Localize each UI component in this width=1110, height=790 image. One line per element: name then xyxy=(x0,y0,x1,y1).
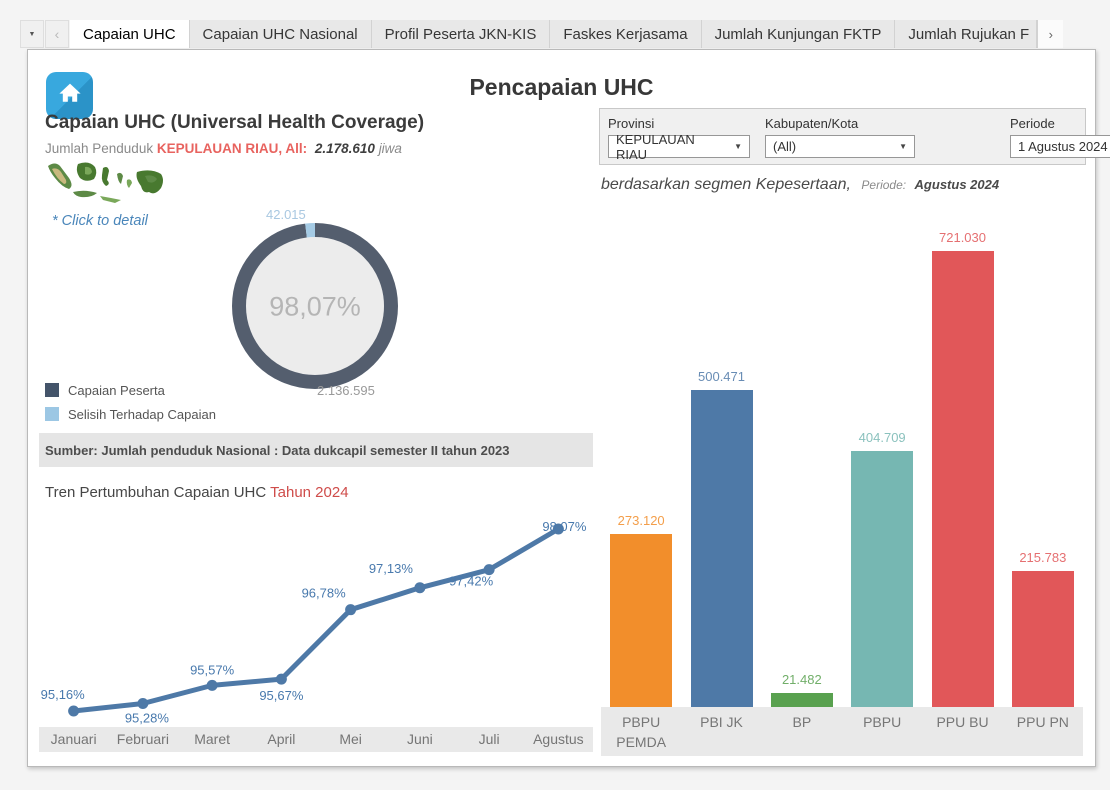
segment-caption: berdasarkan segmen Kepesertaan, Periode:… xyxy=(601,176,1000,193)
legend-swatch xyxy=(45,407,59,421)
tab-back-button[interactable]: ‹ xyxy=(45,20,69,48)
bar-pbpu-pemda[interactable] xyxy=(610,534,673,707)
dropdown-icon: ▼ xyxy=(28,30,36,38)
svg-text:97,42%: 97,42% xyxy=(449,574,494,589)
bar-value-label: 500.471 xyxy=(698,369,745,384)
svg-text:96,78%: 96,78% xyxy=(302,586,347,601)
subtitle-prefix: Jumlah Penduduk xyxy=(45,141,154,156)
filter-panel: Provinsi KEPULAUAN RIAU ▼ Kabupaten/Kota… xyxy=(599,108,1110,165)
left-heading: Capaian UHC (Universal Health Coverage) xyxy=(45,112,425,133)
bar-ppu-bu[interactable] xyxy=(931,251,994,707)
caret-down-icon: ▼ xyxy=(899,142,907,151)
trend-chart-title: Tren Pertumbuhan Capaian UHC Tahun 2024 xyxy=(45,484,349,501)
periode-filter-label: Periode xyxy=(1010,116,1055,131)
svg-text:95,67%: 95,67% xyxy=(259,688,304,703)
segment-bar-chart: 273.120 500.471 21.482 404.709 721.030 215.78… xyxy=(601,230,1083,707)
trend-month-axis: Januari Februari Maret April Mei Juni Juli Agus… xyxy=(39,727,593,752)
bar-pbi-jk[interactable] xyxy=(690,390,753,707)
bar-ppu-pn[interactable] xyxy=(1011,571,1074,707)
click-to-detail-hint: * Click to detail xyxy=(52,213,148,229)
subtitle-unit: jiwa xyxy=(378,141,402,156)
legend-item: Selisih Terhadap Capaian xyxy=(45,402,216,426)
chevron-left-icon: ‹ xyxy=(54,26,60,42)
bar-category-label: PPU BU xyxy=(936,714,989,730)
tab-capaian-uhc-nasional[interactable]: Capaian UHC Nasional xyxy=(189,20,372,48)
trend-line-chart: 95,16% 95,28% 95,57% 95,67% 96,78% 97,13% 97,4… xyxy=(39,506,593,733)
svg-text:95,16%: 95,16% xyxy=(41,687,86,702)
subtitle-value: 2.178.610 xyxy=(314,141,375,156)
month-label: April xyxy=(267,731,296,747)
tab-faskes-kerjasama[interactable]: Faskes Kerjasama xyxy=(550,20,702,48)
provinsi-select[interactable]: KEPULAUAN RIAU ▼ xyxy=(608,132,750,162)
donut-legend: Capaian Peserta Selisih Terhadap Capaian xyxy=(45,378,216,426)
legend-item: Capaian Peserta xyxy=(45,378,216,402)
tab-jumlah-rujukan-f[interactable]: Jumlah Rujukan F xyxy=(895,20,1038,48)
bar-category-label: PBPU xyxy=(863,714,902,730)
source-note-bar: Sumber: Jumlah penduduk Nasional : Data … xyxy=(39,433,593,467)
bar-value-label: 21.482 xyxy=(781,672,822,687)
donut-gap-value: 42.015 xyxy=(266,207,306,222)
chevron-right-icon: › xyxy=(1048,26,1053,42)
segment-periode-label: Periode: xyxy=(861,178,907,192)
page-title: Pencapaian UHC xyxy=(469,74,654,100)
bar-value-label: 404.709 xyxy=(858,430,906,445)
bar-bp[interactable] xyxy=(770,693,833,707)
tab-bar: ▼ ‹ Capaian UHC Capaian UHC Nasional Profi… xyxy=(20,20,1064,48)
svg-text:98,07%: 98,07% xyxy=(542,519,587,534)
legend-swatch xyxy=(45,383,59,397)
home-icon xyxy=(55,78,85,113)
tab-dropdown-button[interactable]: ▼ xyxy=(20,20,44,48)
trend-title-year: Tahun 2024 xyxy=(270,484,349,501)
bar-value-label: 721.030 xyxy=(939,230,986,245)
subtitle-region: KEPULAUAN RIAU, All: xyxy=(156,141,308,156)
source-note: Sumber: Jumlah penduduk Nasional : Data … xyxy=(45,442,510,458)
kabupaten-select[interactable]: (All) ▼ xyxy=(765,135,915,158)
population-subtitle: Jumlah Penduduk KEPULAUAN RIAU, All: 2.1… xyxy=(45,141,402,156)
tab-capaian-uhc[interactable]: Capaian UHC xyxy=(70,20,190,48)
legend-label: Selisih Terhadap Capaian xyxy=(68,406,216,422)
bar-category-label: PBPU PEMDA xyxy=(616,714,667,750)
tab-jumlah-kunjungan-fktp[interactable]: Jumlah Kunjungan FKTP xyxy=(701,20,896,48)
tab-scroll-right-button[interactable]: › xyxy=(1037,20,1064,48)
provinsi-filter-label: Provinsi xyxy=(608,116,655,131)
month-label: Februari xyxy=(116,731,169,747)
periode-select[interactable]: 1 Agustus 2024 ▼ xyxy=(1010,135,1110,158)
indonesia-map[interactable] xyxy=(45,160,167,212)
bar-pbpu[interactable] xyxy=(851,451,914,707)
bar-category-label: PBI JK xyxy=(700,714,743,730)
svg-text:95,57%: 95,57% xyxy=(190,662,235,677)
month-label: Agustus xyxy=(533,731,584,747)
legend-label: Capaian Peserta xyxy=(68,382,165,398)
bar-value-label: 273.120 xyxy=(617,513,665,528)
month-label: Maret xyxy=(194,731,231,747)
month-label: Juni xyxy=(407,731,433,747)
home-button[interactable] xyxy=(46,72,93,119)
month-label: Juli xyxy=(478,731,500,747)
svg-text:98,07%: 98,07% xyxy=(269,291,361,321)
tab-profil-peserta-jkn-kis[interactable]: Profil Peserta JKN-KIS xyxy=(371,20,551,48)
dashboard-card: Pencapaian UHC Capaian UHC (Universal He… xyxy=(27,49,1110,767)
month-label: Mei xyxy=(339,731,362,747)
svg-text:97,13%: 97,13% xyxy=(369,561,414,576)
segment-periode-value: Agustus 2024 xyxy=(914,177,1000,192)
bar-value-label: 215.783 xyxy=(1019,550,1067,565)
caret-down-icon: ▼ xyxy=(734,142,742,151)
donut-achieved-value: 2.136.595 xyxy=(317,383,375,398)
bar-category-label: BP xyxy=(792,714,812,730)
uhc-donut-chart[interactable]: 98,07% xyxy=(220,211,410,401)
bar-category-label: PPU PN xyxy=(1016,714,1069,730)
segment-bar-axis: PBPU PEMDA PBI JK BP PBPU PPU BU PPU PN xyxy=(601,707,1083,756)
kabupaten-filter-label: Kabupaten/Kota xyxy=(765,116,859,131)
month-label: Januari xyxy=(50,731,97,747)
svg-text:95,28%: 95,28% xyxy=(125,710,170,725)
